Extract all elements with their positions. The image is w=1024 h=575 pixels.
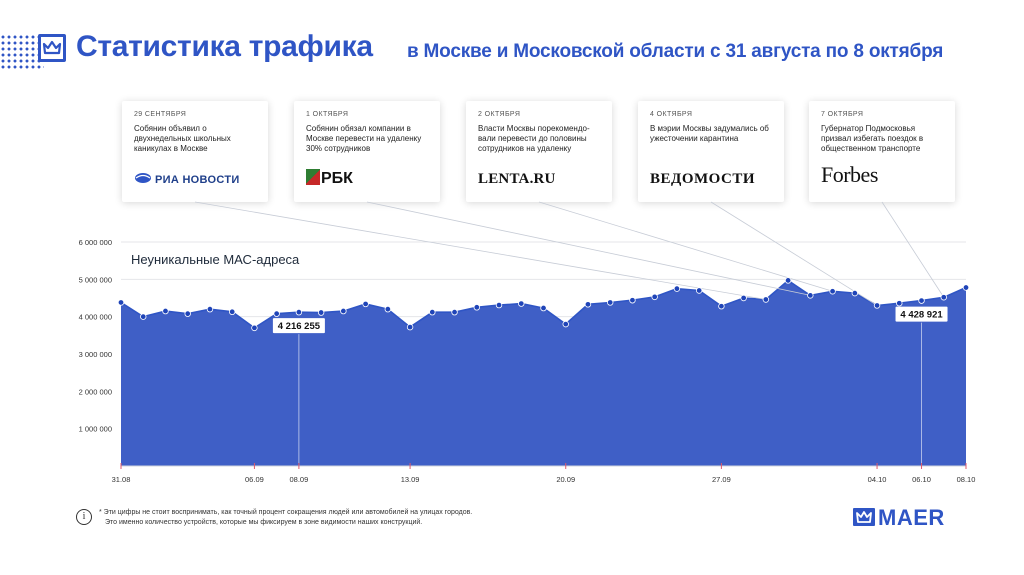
news-card-4: 4 ОКТЯБРЯ В мэрии Москвы задумались об у… bbox=[638, 101, 784, 202]
news-connector bbox=[710, 201, 878, 306]
data-point bbox=[362, 300, 369, 308]
x-tick-label: 20.09 bbox=[556, 475, 575, 484]
data-point bbox=[495, 301, 503, 309]
data-point bbox=[340, 307, 347, 315]
data-point bbox=[317, 309, 325, 316]
ria-novosti-logo: РИА НОВОСТИ bbox=[134, 170, 240, 188]
news-date: 7 ОКТЯБРЯ bbox=[821, 111, 864, 118]
data-point bbox=[562, 320, 569, 328]
data-point bbox=[273, 310, 280, 317]
page-subtitle: в Москве и Московской области с 31 авгус… bbox=[407, 41, 944, 62]
x-tick-label: 13.09 bbox=[401, 475, 420, 484]
data-point bbox=[473, 304, 480, 311]
data-point bbox=[918, 297, 925, 304]
footnote: * Эти цифры не стоит воспринимать, как т… bbox=[99, 508, 569, 528]
news-text: Власти Москвы порекомендо-вали перевести… bbox=[478, 124, 590, 153]
y-tick-label: 4 000 000 bbox=[79, 313, 112, 322]
y-tick-label: 3 000 000 bbox=[79, 350, 112, 359]
data-point bbox=[429, 308, 436, 316]
data-point bbox=[406, 323, 414, 331]
data-point bbox=[673, 285, 681, 292]
news-text: Собянин обязал компании в Москве перевес… bbox=[306, 124, 422, 153]
data-point bbox=[851, 289, 859, 297]
data-point bbox=[896, 300, 903, 307]
data-point bbox=[162, 307, 169, 315]
data-point bbox=[962, 284, 970, 291]
data-point bbox=[940, 294, 947, 301]
data-point bbox=[206, 306, 214, 313]
callout-label: 4 216 255 bbox=[278, 321, 321, 332]
footnote-line-1: * Эти цифры не стоит воспринимать, как т… bbox=[99, 509, 473, 516]
news-card-3: 2 ОКТЯБРЯ Власти Москвы порекомендо-вали… bbox=[466, 101, 612, 202]
y-tick-label: 2 000 000 bbox=[79, 387, 112, 396]
header: Статистика трафика в Москве и Московской… bbox=[0, 30, 1024, 74]
crown-icon bbox=[38, 34, 66, 62]
x-tick-label: 08.10 bbox=[957, 475, 976, 484]
x-tick-label: 08.09 bbox=[290, 475, 309, 484]
data-point bbox=[807, 292, 814, 299]
news-date: 29 СЕНТЯБРЯ bbox=[134, 111, 187, 118]
news-date: 4 ОКТЯБРЯ bbox=[650, 111, 693, 118]
series-label: Неуникальные МАС-адреса bbox=[131, 252, 300, 267]
data-point bbox=[873, 302, 881, 309]
x-tick-label: 04.10 bbox=[868, 475, 887, 484]
x-tick-label: 27.09 bbox=[712, 475, 731, 484]
news-connector bbox=[538, 201, 833, 292]
footnote-line-2: Это именно количество устройств, которые… bbox=[105, 519, 423, 526]
news-card-5: 7 ОКТЯБРЯ Губернатор Подмосковья призвал… bbox=[809, 101, 955, 202]
area-fill bbox=[121, 280, 966, 466]
data-point bbox=[451, 308, 458, 316]
x-tick-label: 06.09 bbox=[245, 475, 264, 484]
data-point bbox=[651, 293, 658, 301]
lenta-logo: LENTA.RU bbox=[478, 171, 556, 187]
dot-grid-decoration bbox=[0, 34, 44, 70]
data-point bbox=[629, 297, 636, 304]
rbk-logo: РБК bbox=[306, 169, 353, 188]
data-point bbox=[762, 296, 770, 303]
news-date: 2 ОКТЯБРЯ bbox=[478, 111, 521, 118]
news-card-2: 1 ОКТЯБРЯ Собянин обязал компании в Моск… bbox=[294, 101, 440, 202]
data-point bbox=[251, 324, 258, 332]
data-point bbox=[695, 287, 703, 294]
news-connector bbox=[366, 201, 811, 296]
data-point bbox=[718, 303, 725, 310]
page-title: Статистика трафика bbox=[76, 30, 373, 63]
data-point bbox=[117, 299, 125, 306]
news-text: Собянин объявил о двухнедельных школьных… bbox=[134, 124, 231, 153]
news-text: Губернатор Подмосковья призвал избегать … bbox=[821, 124, 924, 153]
info-icon: i bbox=[76, 509, 92, 525]
rbk-mark-icon bbox=[306, 169, 320, 185]
data-point bbox=[295, 308, 303, 316]
y-tick-label: 6 000 000 bbox=[79, 238, 112, 247]
vedomosti-logo: ВЕДОМОСТИ bbox=[650, 171, 756, 187]
data-point bbox=[140, 313, 147, 320]
y-tick-label: 1 000 000 bbox=[79, 425, 112, 434]
data-point bbox=[518, 300, 525, 307]
x-tick-label: 06.10 bbox=[912, 475, 931, 484]
callout-box bbox=[272, 318, 325, 334]
data-point bbox=[184, 310, 191, 317]
news-connector bbox=[881, 201, 945, 298]
brand-name: MAER bbox=[878, 505, 945, 530]
news-date: 1 ОКТЯБРЯ bbox=[306, 111, 349, 118]
y-tick-label: 5 000 000 bbox=[79, 275, 112, 284]
news-card-1: 29 СЕНТЯБРЯ Собянин объявил о двухнедель… bbox=[122, 101, 268, 202]
data-point bbox=[540, 304, 547, 312]
data-point bbox=[740, 294, 747, 302]
data-point bbox=[384, 306, 392, 313]
x-tick-label: 31.08 bbox=[112, 475, 131, 484]
callout-label: 4 428 921 bbox=[900, 310, 943, 321]
data-point bbox=[607, 299, 614, 306]
data-point bbox=[829, 288, 836, 295]
data-point bbox=[784, 277, 792, 284]
news-connector bbox=[194, 201, 766, 300]
news-text: В мэрии Москвы задумались об ужесточении… bbox=[650, 124, 769, 143]
forbes-logo: Forbes bbox=[821, 162, 878, 187]
callout-box bbox=[895, 306, 948, 322]
crown-icon bbox=[853, 508, 875, 526]
traffic-chart: 1 000 000 2 000 000 3 000 000 4 000 000 5 00… bbox=[79, 201, 976, 484]
ria-icon bbox=[135, 173, 151, 183]
data-point bbox=[228, 308, 236, 316]
data-point bbox=[584, 301, 592, 308]
